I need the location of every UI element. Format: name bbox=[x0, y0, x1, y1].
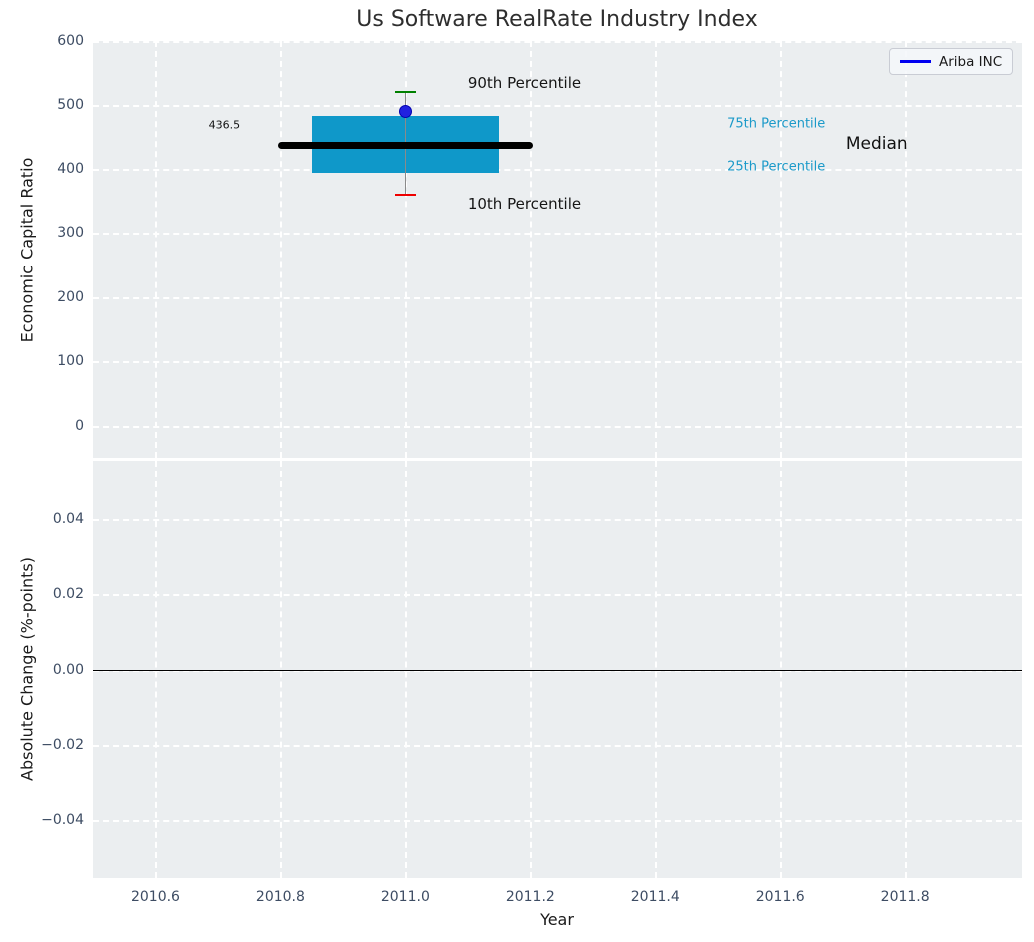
gridline bbox=[93, 594, 1022, 597]
y-axis-label-top: Economic Capital Ratio bbox=[17, 157, 37, 343]
bottom-axes bbox=[93, 461, 1022, 878]
y-tick-label: 0.00 bbox=[52, 661, 84, 678]
legend-label: Ariba INC bbox=[939, 53, 1003, 70]
y-tick-label: 0.02 bbox=[52, 586, 84, 603]
gridline bbox=[93, 297, 1022, 300]
zero-line bbox=[93, 669, 1022, 671]
x-tick-label: 2011.4 bbox=[630, 889, 680, 905]
gridline bbox=[93, 361, 1022, 364]
x-tick-label: 2010.8 bbox=[255, 889, 305, 905]
x-tick-label: 2011.6 bbox=[755, 889, 805, 905]
y-tick-label: 500 bbox=[57, 97, 84, 114]
y-tick-label: 400 bbox=[57, 161, 84, 178]
gridline bbox=[93, 169, 1022, 172]
y-tick-label: 0 bbox=[75, 417, 84, 434]
gridline bbox=[93, 105, 1022, 108]
gridline bbox=[655, 41, 658, 458]
top-axes bbox=[93, 41, 1022, 458]
gridline bbox=[155, 41, 158, 458]
y-tick-label: 200 bbox=[57, 289, 84, 306]
gridline bbox=[780, 41, 783, 458]
x-tick-label: 2011.2 bbox=[505, 889, 555, 905]
gridline bbox=[280, 41, 283, 458]
y-tick-label: 0.04 bbox=[52, 510, 84, 527]
x-tick-label: 2010.6 bbox=[130, 889, 180, 905]
chart-title: Us Software RealRate Industry Index bbox=[356, 7, 758, 32]
gridline bbox=[93, 820, 1022, 823]
x-tick-label: 2011.0 bbox=[380, 889, 430, 905]
legend-line-sample bbox=[900, 60, 931, 63]
gridline bbox=[93, 518, 1022, 521]
gridline bbox=[530, 41, 533, 458]
x-tick-label: 2011.8 bbox=[880, 889, 930, 905]
gridline bbox=[405, 41, 408, 458]
gridline bbox=[93, 41, 1022, 43]
y-tick-label: −0.04 bbox=[41, 812, 84, 829]
y-tick-label: −0.02 bbox=[41, 736, 84, 753]
gridline bbox=[93, 744, 1022, 747]
gridline bbox=[93, 669, 1022, 672]
gridline bbox=[93, 233, 1022, 236]
legend: Ariba INC bbox=[889, 48, 1014, 75]
x-axis-label: Year bbox=[540, 910, 574, 929]
y-tick-label: 100 bbox=[57, 353, 84, 370]
gridline bbox=[93, 425, 1022, 428]
y-tick-label: 600 bbox=[57, 33, 84, 49]
y-tick-label: 300 bbox=[57, 225, 84, 242]
gridline bbox=[905, 41, 908, 458]
